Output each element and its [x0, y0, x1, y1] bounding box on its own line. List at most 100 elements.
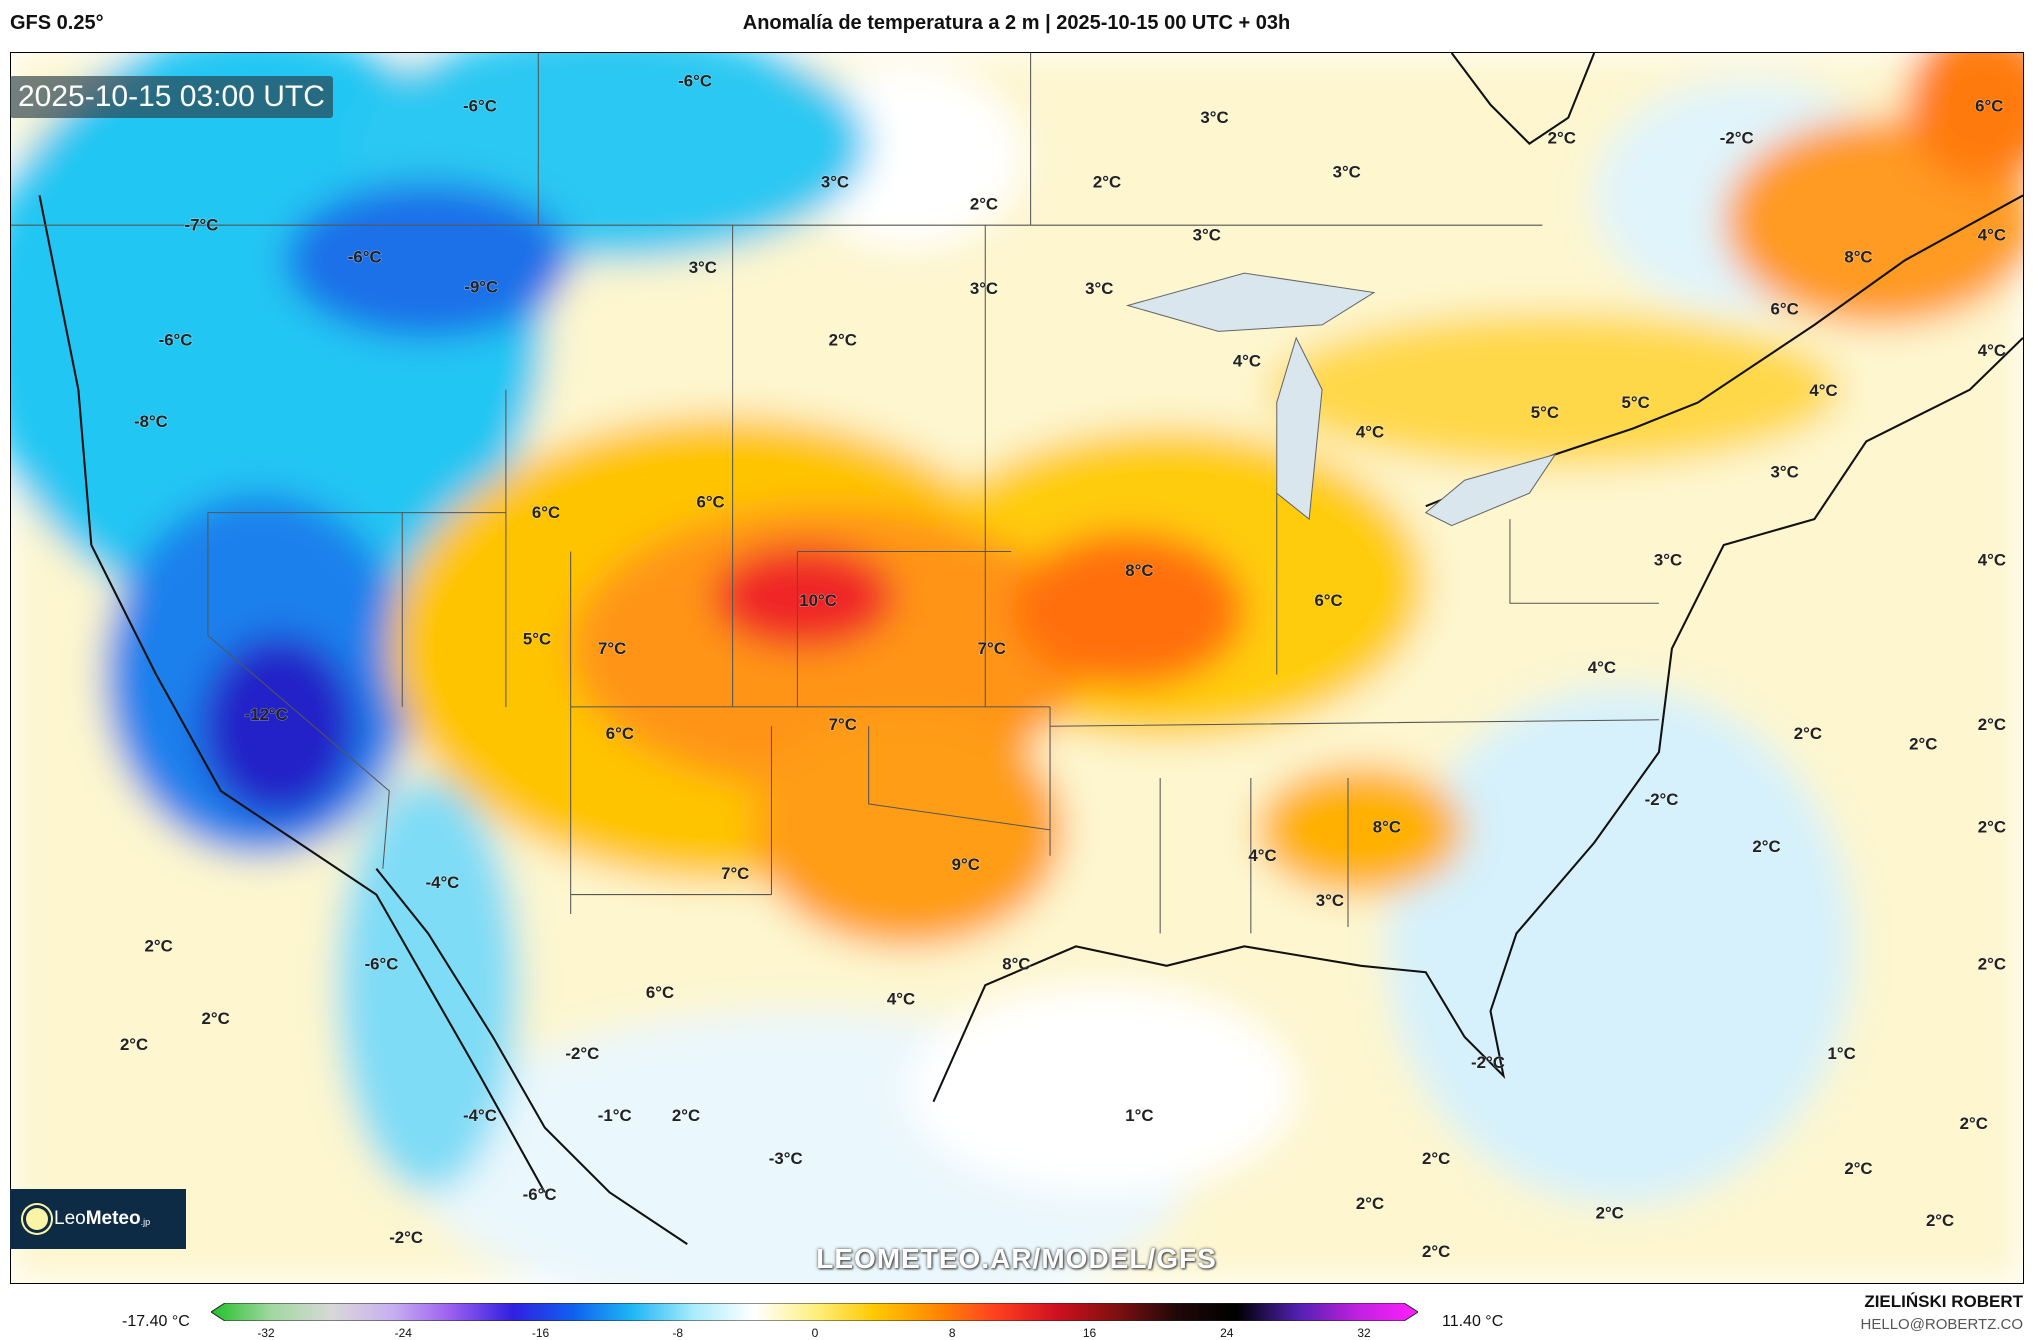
contour-label: 2°C: [1548, 129, 1576, 148]
contour-label: 4°C: [887, 990, 915, 1009]
colorbar-tick: 16: [1082, 1326, 1097, 1340]
contour-label: 3°C: [1193, 226, 1221, 245]
contour-label: 4°C: [1978, 341, 2006, 360]
contour-label: 2°C: [829, 331, 857, 350]
contour-label: 3°C: [1333, 162, 1361, 181]
contour-label: 2°C: [202, 1009, 230, 1028]
contour-label: -6°C: [365, 955, 399, 974]
contour-label: 2°C: [1978, 817, 2006, 836]
contour-label: 1°C: [1125, 1106, 1153, 1125]
contour-label: -3°C: [769, 1149, 803, 1168]
contour-label: 3°C: [1316, 891, 1344, 910]
contour-label: 2°C: [1356, 1194, 1384, 1213]
contour-label: 6°C: [696, 492, 724, 511]
great-lakes: [1125, 272, 1557, 527]
contour-label: 2°C: [1844, 1159, 1872, 1178]
contour-label: 5°C: [1531, 403, 1559, 422]
contour-label: 3°C: [1770, 463, 1798, 482]
contour-label: -6°C: [463, 96, 497, 115]
contour-label: 4°C: [1356, 423, 1384, 442]
contour-label: 4°C: [1978, 226, 2006, 245]
contour-label: 4°C: [1248, 846, 1276, 865]
contour-label: 1°C: [1827, 1044, 1855, 1063]
contour-label: 5°C: [1621, 393, 1649, 412]
author-email[interactable]: HELLO@ROBERTZ.CO: [1860, 1316, 2023, 1333]
colorbar-tick: 8: [948, 1326, 956, 1340]
contour-label: -7°C: [185, 215, 219, 234]
contour-label: 2°C: [1596, 1203, 1624, 1222]
sun-icon: [26, 1208, 48, 1230]
contour-labels: -6°C -6°C 3°C 3°C 2°C 2°C 3°C 3°C -2°C 2°C 6°C -7°C…: [119, 71, 2006, 1262]
contour-label: 6°C: [1975, 96, 2003, 115]
contour-label: 5°C: [523, 630, 551, 649]
colorbar-tick: -8: [672, 1326, 684, 1340]
contour-label: 2°C: [672, 1106, 700, 1125]
contour-label: 3°C: [1200, 108, 1228, 127]
contour-label: 2°C: [1978, 715, 2006, 734]
contour-label: 2°C: [1794, 724, 1822, 743]
contour-label: 4°C: [1978, 551, 2006, 570]
contour-label: 2°C: [1978, 955, 2006, 974]
contour-label: -4°C: [425, 873, 459, 892]
chart-title: Anomalía de temperatura a 2 m | 2025-10-…: [742, 12, 1291, 34]
contour-label: 6°C: [532, 503, 560, 522]
valid-time-badge: 2025-10-15 03:00 UTC: [10, 76, 333, 118]
contour-label: 2°C: [1752, 837, 1780, 856]
colorbar-tick: 0: [811, 1326, 819, 1340]
contour-label: 3°C: [1654, 551, 1682, 570]
contour-label: -2°C: [389, 1228, 423, 1247]
contour-label: 2°C: [120, 1035, 148, 1054]
contour-label: -2°C: [1471, 1053, 1505, 1072]
contour-label: 2°C: [1422, 1149, 1450, 1168]
contour-label: 2°C: [1093, 173, 1121, 192]
contour-label: 2°C: [1422, 1242, 1450, 1261]
contour-label: 7°C: [721, 864, 749, 883]
contour-label: 4°C: [1233, 351, 1261, 370]
contour-label: 3°C: [689, 258, 717, 277]
contour-label: -2°C: [1645, 790, 1679, 809]
contour-label: 7°C: [598, 639, 626, 658]
temperature-anomaly-map[interactable]: -6°C -6°C 3°C 3°C 2°C 2°C 3°C 3°C -2°C 2°C 6°C -7°C…: [10, 52, 2024, 1284]
contour-label: 2°C: [145, 937, 173, 956]
logo-light: Leo: [54, 1208, 86, 1229]
colorbar-tick: -24: [394, 1326, 412, 1340]
contour-label: 8°C: [1002, 955, 1030, 974]
anomaly-fill: [11, 53, 2023, 1283]
contour-label: 6°C: [606, 724, 634, 743]
state-borders: [11, 53, 1659, 934]
contour-label: 3°C: [821, 173, 849, 192]
contour-label: 3°C: [1085, 279, 1113, 298]
contour-label: -12°C: [245, 705, 288, 724]
contour-label: 6°C: [646, 983, 674, 1002]
contour-label: 7°C: [829, 715, 857, 734]
contour-label: -8°C: [134, 412, 168, 431]
contour-label: 9°C: [952, 855, 980, 874]
contour-label: -2°C: [1720, 129, 1754, 148]
contour-label: 6°C: [1314, 591, 1342, 610]
contour-label: -6°C: [678, 72, 712, 91]
map-canvas: -6°C -6°C 3°C 3°C 2°C 2°C 3°C 3°C -2°C 2°C 6°C -7°C…: [11, 53, 2023, 1283]
colorbar-gradient: [211, 1303, 1418, 1321]
contour-label: 2°C: [970, 195, 998, 214]
logo-suffix: .jp: [140, 1217, 151, 1227]
contour-label: 3°C: [970, 279, 998, 298]
contour-label: 2°C: [1926, 1211, 1954, 1230]
contour-label: 10°C: [799, 591, 837, 610]
contour-label: -9°C: [464, 278, 498, 297]
colorbar-tick: 32: [1357, 1326, 1371, 1340]
model-name: GFS 0.25°: [10, 12, 104, 34]
colorbar: [211, 1303, 1418, 1321]
contour-label: -4°C: [463, 1106, 497, 1125]
author-credit: ZIELIŃSKI ROBERT: [1864, 1292, 2023, 1311]
colorbar-tick: -32: [257, 1326, 275, 1340]
contour-label: -6°C: [348, 248, 382, 267]
contour-label: 4°C: [1809, 381, 1837, 400]
contour-label: 7°C: [978, 639, 1006, 658]
colorbar-tick: 24: [1220, 1326, 1234, 1340]
leometeo-logo[interactable]: Leo Meteo .jp: [10, 1189, 186, 1249]
watermark-url: LEOMETEO.AR/MODEL/GFS: [816, 1243, 1217, 1274]
contour-label: -6°C: [523, 1185, 557, 1204]
contour-label: -1°C: [598, 1106, 632, 1125]
colorbar-min-label: -17.40 °C: [122, 1313, 190, 1330]
contour-label: -6°C: [159, 331, 193, 350]
